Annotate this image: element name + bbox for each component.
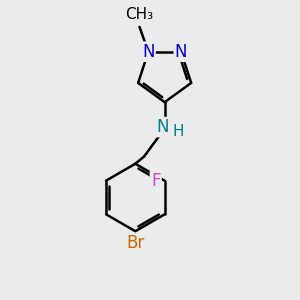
Text: F: F (151, 172, 160, 190)
Text: N: N (156, 118, 169, 136)
Text: CH₃: CH₃ (125, 7, 154, 22)
Text: N: N (175, 43, 187, 61)
Text: Br: Br (126, 234, 145, 252)
Text: N: N (142, 43, 155, 61)
Text: H: H (172, 124, 184, 139)
